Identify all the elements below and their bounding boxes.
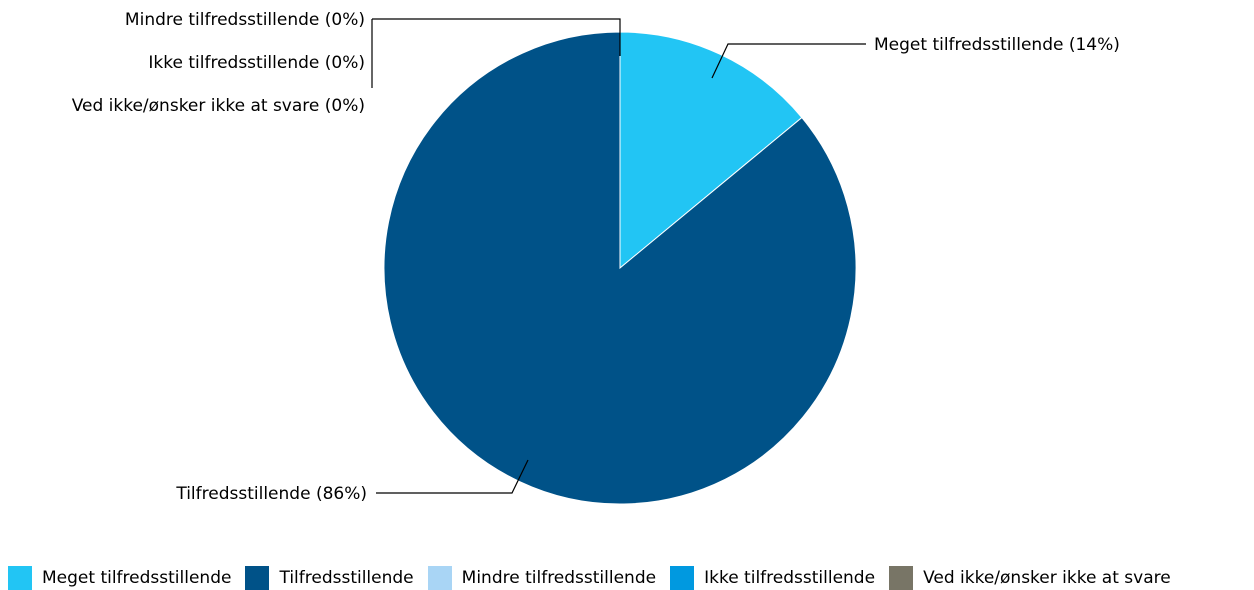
slice-label-meget: Meget tilfredsstillende (14%) <box>874 35 1120 55</box>
legend-swatch <box>8 566 32 590</box>
chart-legend: Meget tilfredsstillende Tilfredsstillend… <box>8 566 1185 590</box>
leader-line-mindre <box>372 18 621 56</box>
legend-swatch <box>245 566 270 590</box>
legend-item-vedikke[interactable]: Ved ikke/ønsker ikke at svare <box>889 566 1171 590</box>
legend-swatch <box>670 566 695 590</box>
pie-slices <box>383 31 857 505</box>
legend-item-mindre[interactable]: Mindre tilfredsstillende <box>427 566 657 590</box>
legend-label: Ved ikke/ønsker ikke at svare <box>923 568 1171 588</box>
slice-label-ikke: Ikke tilfredsstillende (0%) <box>148 53 365 73</box>
pie-chart: Meget tilfredsstillende (14%) Tilfredsst… <box>72 10 1120 505</box>
legend-swatch <box>889 566 914 590</box>
leader-line-meget <box>711 43 866 79</box>
slice-label-mindre: Mindre tilfredsstillende (0%) <box>125 10 365 30</box>
pie-slice-1[interactable] <box>383 31 857 505</box>
slice-label-vedikke: Ved ikke/ønsker ikke at svare (0%) <box>72 96 365 116</box>
pie-slice-0[interactable] <box>619 31 803 270</box>
legend-label: Ikke tilfredsstillende <box>704 568 876 588</box>
legend-label: Meget tilfredsstillende <box>42 568 232 588</box>
leader-lines <box>371 18 866 494</box>
slice-label-tilfreds: Tilfredsstillende (86%) <box>175 484 367 504</box>
legend-item-tilfreds[interactable]: Tilfredsstillende <box>245 566 414 590</box>
legend-item-meget[interactable]: Meget tilfredsstillende <box>8 566 231 590</box>
leader-line-tilfreds <box>376 459 529 494</box>
legend-swatch <box>427 566 452 590</box>
legend-label: Mindre tilfredsstillende <box>461 568 657 588</box>
legend-label: Tilfredsstillende <box>279 568 414 588</box>
legend-item-ikke[interactable]: Ikke tilfredsstillende <box>670 566 875 590</box>
slice-labels: Meget tilfredsstillende (14%) Tilfredsst… <box>72 10 1120 504</box>
